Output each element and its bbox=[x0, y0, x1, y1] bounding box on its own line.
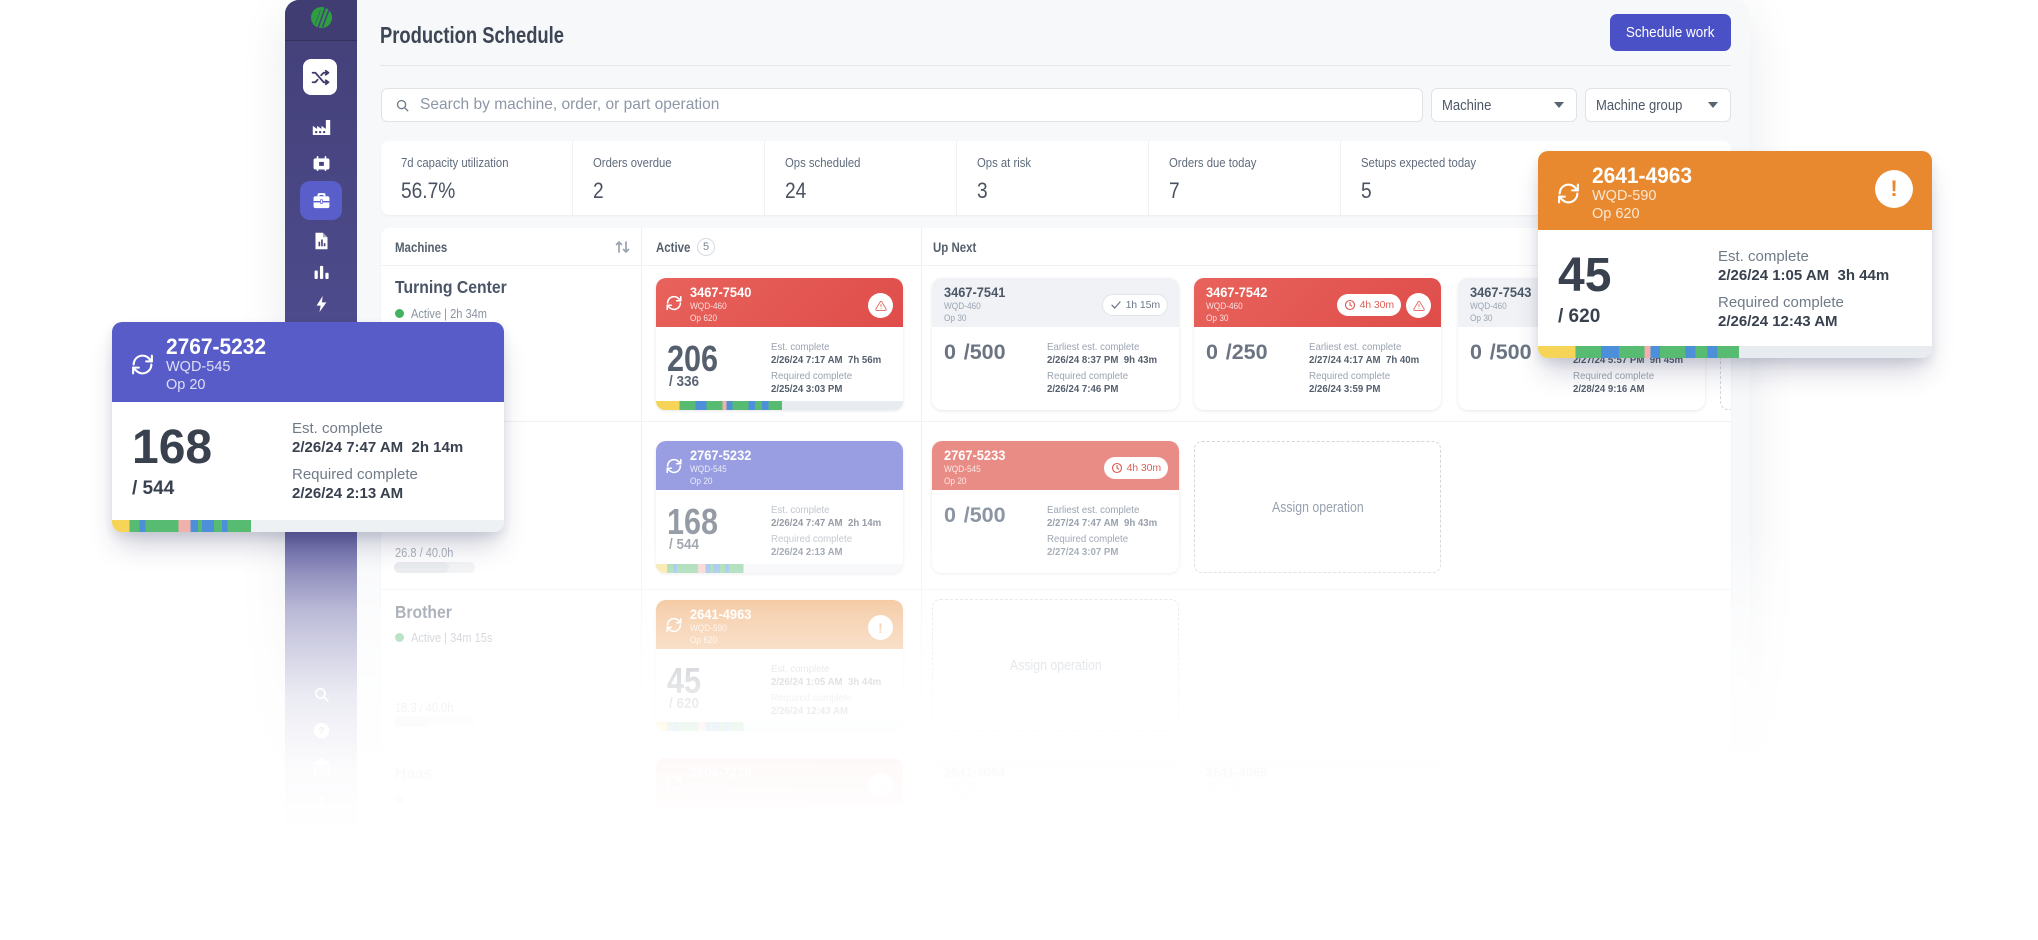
svg-text:?: ? bbox=[318, 726, 324, 737]
